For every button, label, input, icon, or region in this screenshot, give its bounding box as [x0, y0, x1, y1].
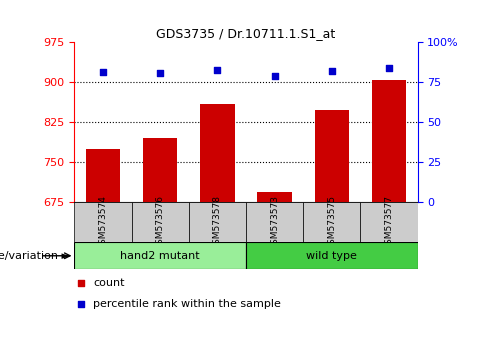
Point: [214, 67, 221, 72]
Text: GSM573574: GSM573574: [98, 195, 108, 250]
Text: genotype/variation ►: genotype/variation ►: [0, 251, 70, 261]
Point: [156, 70, 164, 75]
Bar: [143, 138, 177, 202]
Title: GDS3735 / Dr.10711.1.S1_at: GDS3735 / Dr.10711.1.S1_at: [156, 27, 336, 40]
Bar: [200, 103, 235, 202]
FancyBboxPatch shape: [246, 242, 418, 269]
Text: percentile rank within the sample: percentile rank within the sample: [93, 299, 281, 309]
Text: GSM573575: GSM573575: [327, 195, 336, 250]
Text: hand2 mutant: hand2 mutant: [120, 251, 200, 261]
Text: count: count: [93, 278, 125, 288]
Bar: [257, 192, 292, 202]
FancyBboxPatch shape: [74, 202, 132, 242]
FancyBboxPatch shape: [189, 202, 246, 242]
FancyBboxPatch shape: [303, 202, 360, 242]
Point: [385, 65, 393, 71]
Point: [77, 280, 85, 286]
Text: GSM573576: GSM573576: [156, 195, 165, 250]
Point: [77, 302, 85, 307]
Bar: [86, 149, 120, 202]
Point: [99, 69, 107, 74]
Text: GSM573578: GSM573578: [213, 195, 222, 250]
Bar: [372, 80, 406, 202]
Bar: [315, 110, 349, 202]
FancyBboxPatch shape: [246, 202, 303, 242]
Text: GSM573573: GSM573573: [270, 195, 279, 250]
Text: wild type: wild type: [306, 251, 357, 261]
Point: [328, 68, 336, 73]
Text: GSM573577: GSM573577: [384, 195, 394, 250]
FancyBboxPatch shape: [74, 242, 246, 269]
Point: [271, 73, 278, 79]
FancyBboxPatch shape: [360, 202, 418, 242]
FancyBboxPatch shape: [132, 202, 189, 242]
